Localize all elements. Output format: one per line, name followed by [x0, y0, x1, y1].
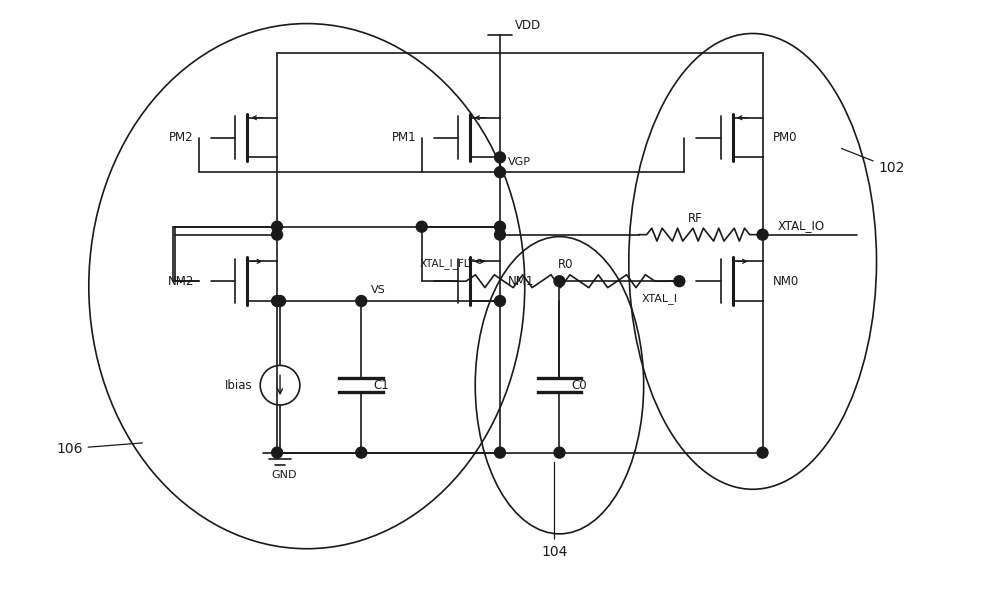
Circle shape [495, 447, 505, 458]
Text: 104: 104 [541, 462, 568, 559]
Text: XTAL_IO: XTAL_IO [777, 219, 825, 231]
Text: GND: GND [271, 470, 297, 481]
Text: 102: 102 [841, 148, 905, 175]
Circle shape [495, 221, 505, 232]
Circle shape [416, 221, 427, 232]
Text: VGP: VGP [508, 157, 531, 167]
Circle shape [757, 229, 768, 240]
Text: 106: 106 [56, 442, 143, 456]
Text: Ibias: Ibias [225, 379, 252, 391]
Text: XTAL_I: XTAL_I [641, 293, 677, 304]
Text: PM0: PM0 [772, 131, 797, 144]
Circle shape [272, 447, 283, 458]
Text: R0: R0 [558, 258, 573, 271]
Circle shape [495, 296, 505, 307]
Circle shape [356, 296, 367, 307]
Circle shape [272, 296, 283, 307]
Text: XTAL_I_FLT: XTAL_I_FLT [420, 258, 475, 269]
Circle shape [554, 276, 565, 287]
Circle shape [495, 152, 505, 163]
Text: C1: C1 [373, 379, 389, 391]
Circle shape [495, 167, 505, 178]
Circle shape [272, 229, 283, 240]
Circle shape [554, 447, 565, 458]
Text: PM2: PM2 [169, 131, 194, 144]
Circle shape [757, 447, 768, 458]
Circle shape [674, 276, 685, 287]
Text: C0: C0 [571, 379, 587, 391]
Text: VS: VS [371, 285, 386, 295]
Text: VDD: VDD [515, 19, 541, 32]
Circle shape [495, 229, 505, 240]
Text: NM1: NM1 [508, 275, 534, 288]
Text: PM1: PM1 [392, 131, 417, 144]
Text: RF: RF [688, 211, 703, 225]
Circle shape [356, 447, 367, 458]
Text: NM2: NM2 [167, 275, 194, 288]
Circle shape [272, 221, 283, 232]
Text: NM0: NM0 [772, 275, 799, 288]
Circle shape [275, 296, 285, 307]
